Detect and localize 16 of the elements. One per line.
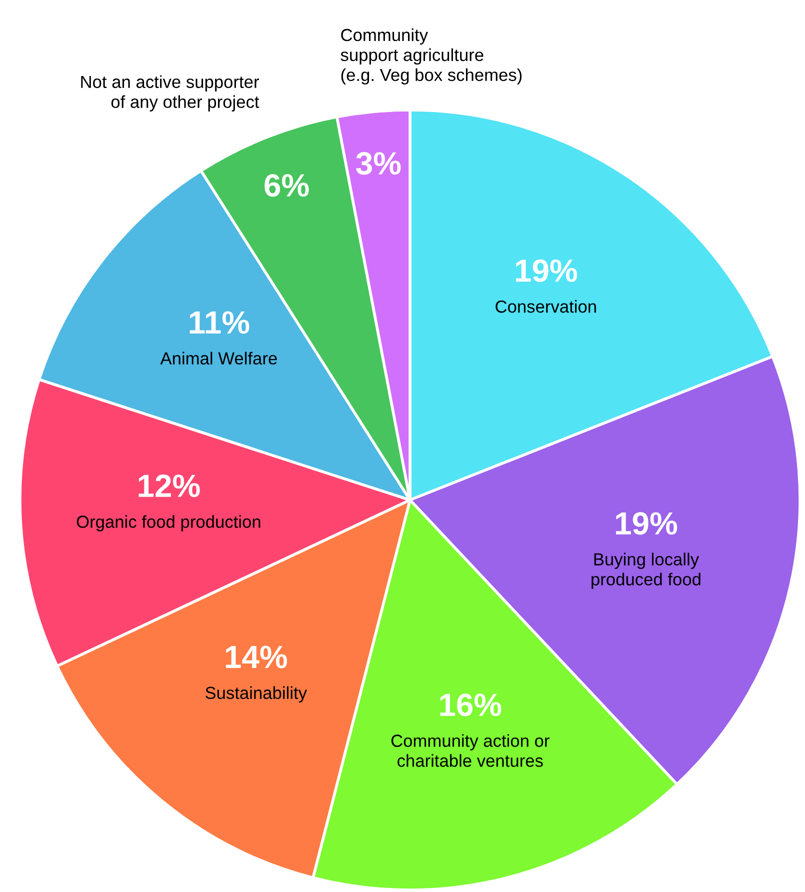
slice-label: Not an active supporter of any other project	[81, 75, 260, 112]
slice-label: Sustainability	[206, 686, 307, 702]
data-label: 16%	[440, 694, 502, 716]
data-label: 12%	[138, 474, 200, 498]
data-label: 11%	[190, 311, 250, 334]
slice-label: Buying locally produced food	[592, 552, 700, 589]
slice-label: Community action or charitable ventures	[391, 734, 550, 767]
data-label: 14%	[226, 646, 287, 668]
data-label: 19%	[516, 259, 578, 282]
data-label: 6%	[264, 174, 309, 197]
slice-label: Organic food production	[76, 515, 260, 532]
data-label: 19%	[616, 512, 678, 535]
data-label: 3%	[356, 152, 401, 175]
slice-label: Community support agriculture (e.g. Veg box schemes)	[340, 28, 522, 85]
slice-label: Animal Welfare	[160, 352, 277, 365]
slice-label: Conservation	[496, 300, 596, 313]
